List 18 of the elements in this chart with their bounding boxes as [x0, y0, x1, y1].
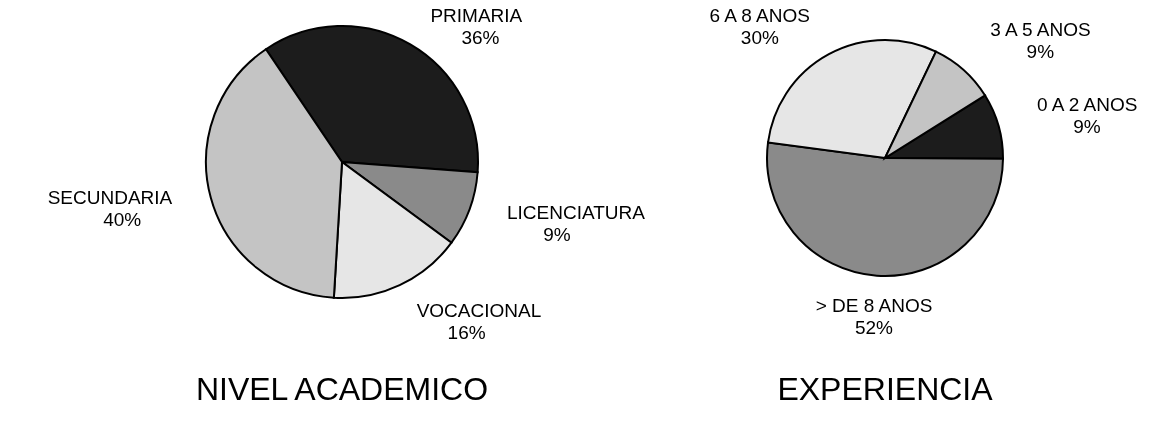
slice-label: PRIMARIA	[430, 5, 523, 26]
text: EXPERIENCIA	[777, 371, 994, 407]
slice-label: LICENCIATURA	[507, 202, 646, 224]
data-label: 9%	[1073, 115, 1101, 137]
data-label: 30%	[740, 27, 779, 48]
data-label: 9%	[543, 224, 571, 246]
text: NIVEL ACADEMICO	[195, 371, 489, 407]
data-label: 36%	[461, 27, 500, 48]
slice-label: > DE 8 ANOS	[815, 294, 933, 316]
slice-label: 3 A 5 ANOS	[990, 19, 1091, 41]
slice-label: SECUNDARIA	[47, 187, 173, 209]
data-label: 52%	[854, 316, 894, 338]
data-label: 9%	[1026, 41, 1055, 63]
slice-label: 0 A 2 ANOS	[1037, 93, 1138, 115]
data-label: 16%	[447, 322, 486, 344]
slice-label: VOCACIONAL	[416, 300, 542, 322]
slice-label: 6 A 8 ANOS	[709, 5, 810, 26]
data-label: 40%	[103, 209, 142, 231]
